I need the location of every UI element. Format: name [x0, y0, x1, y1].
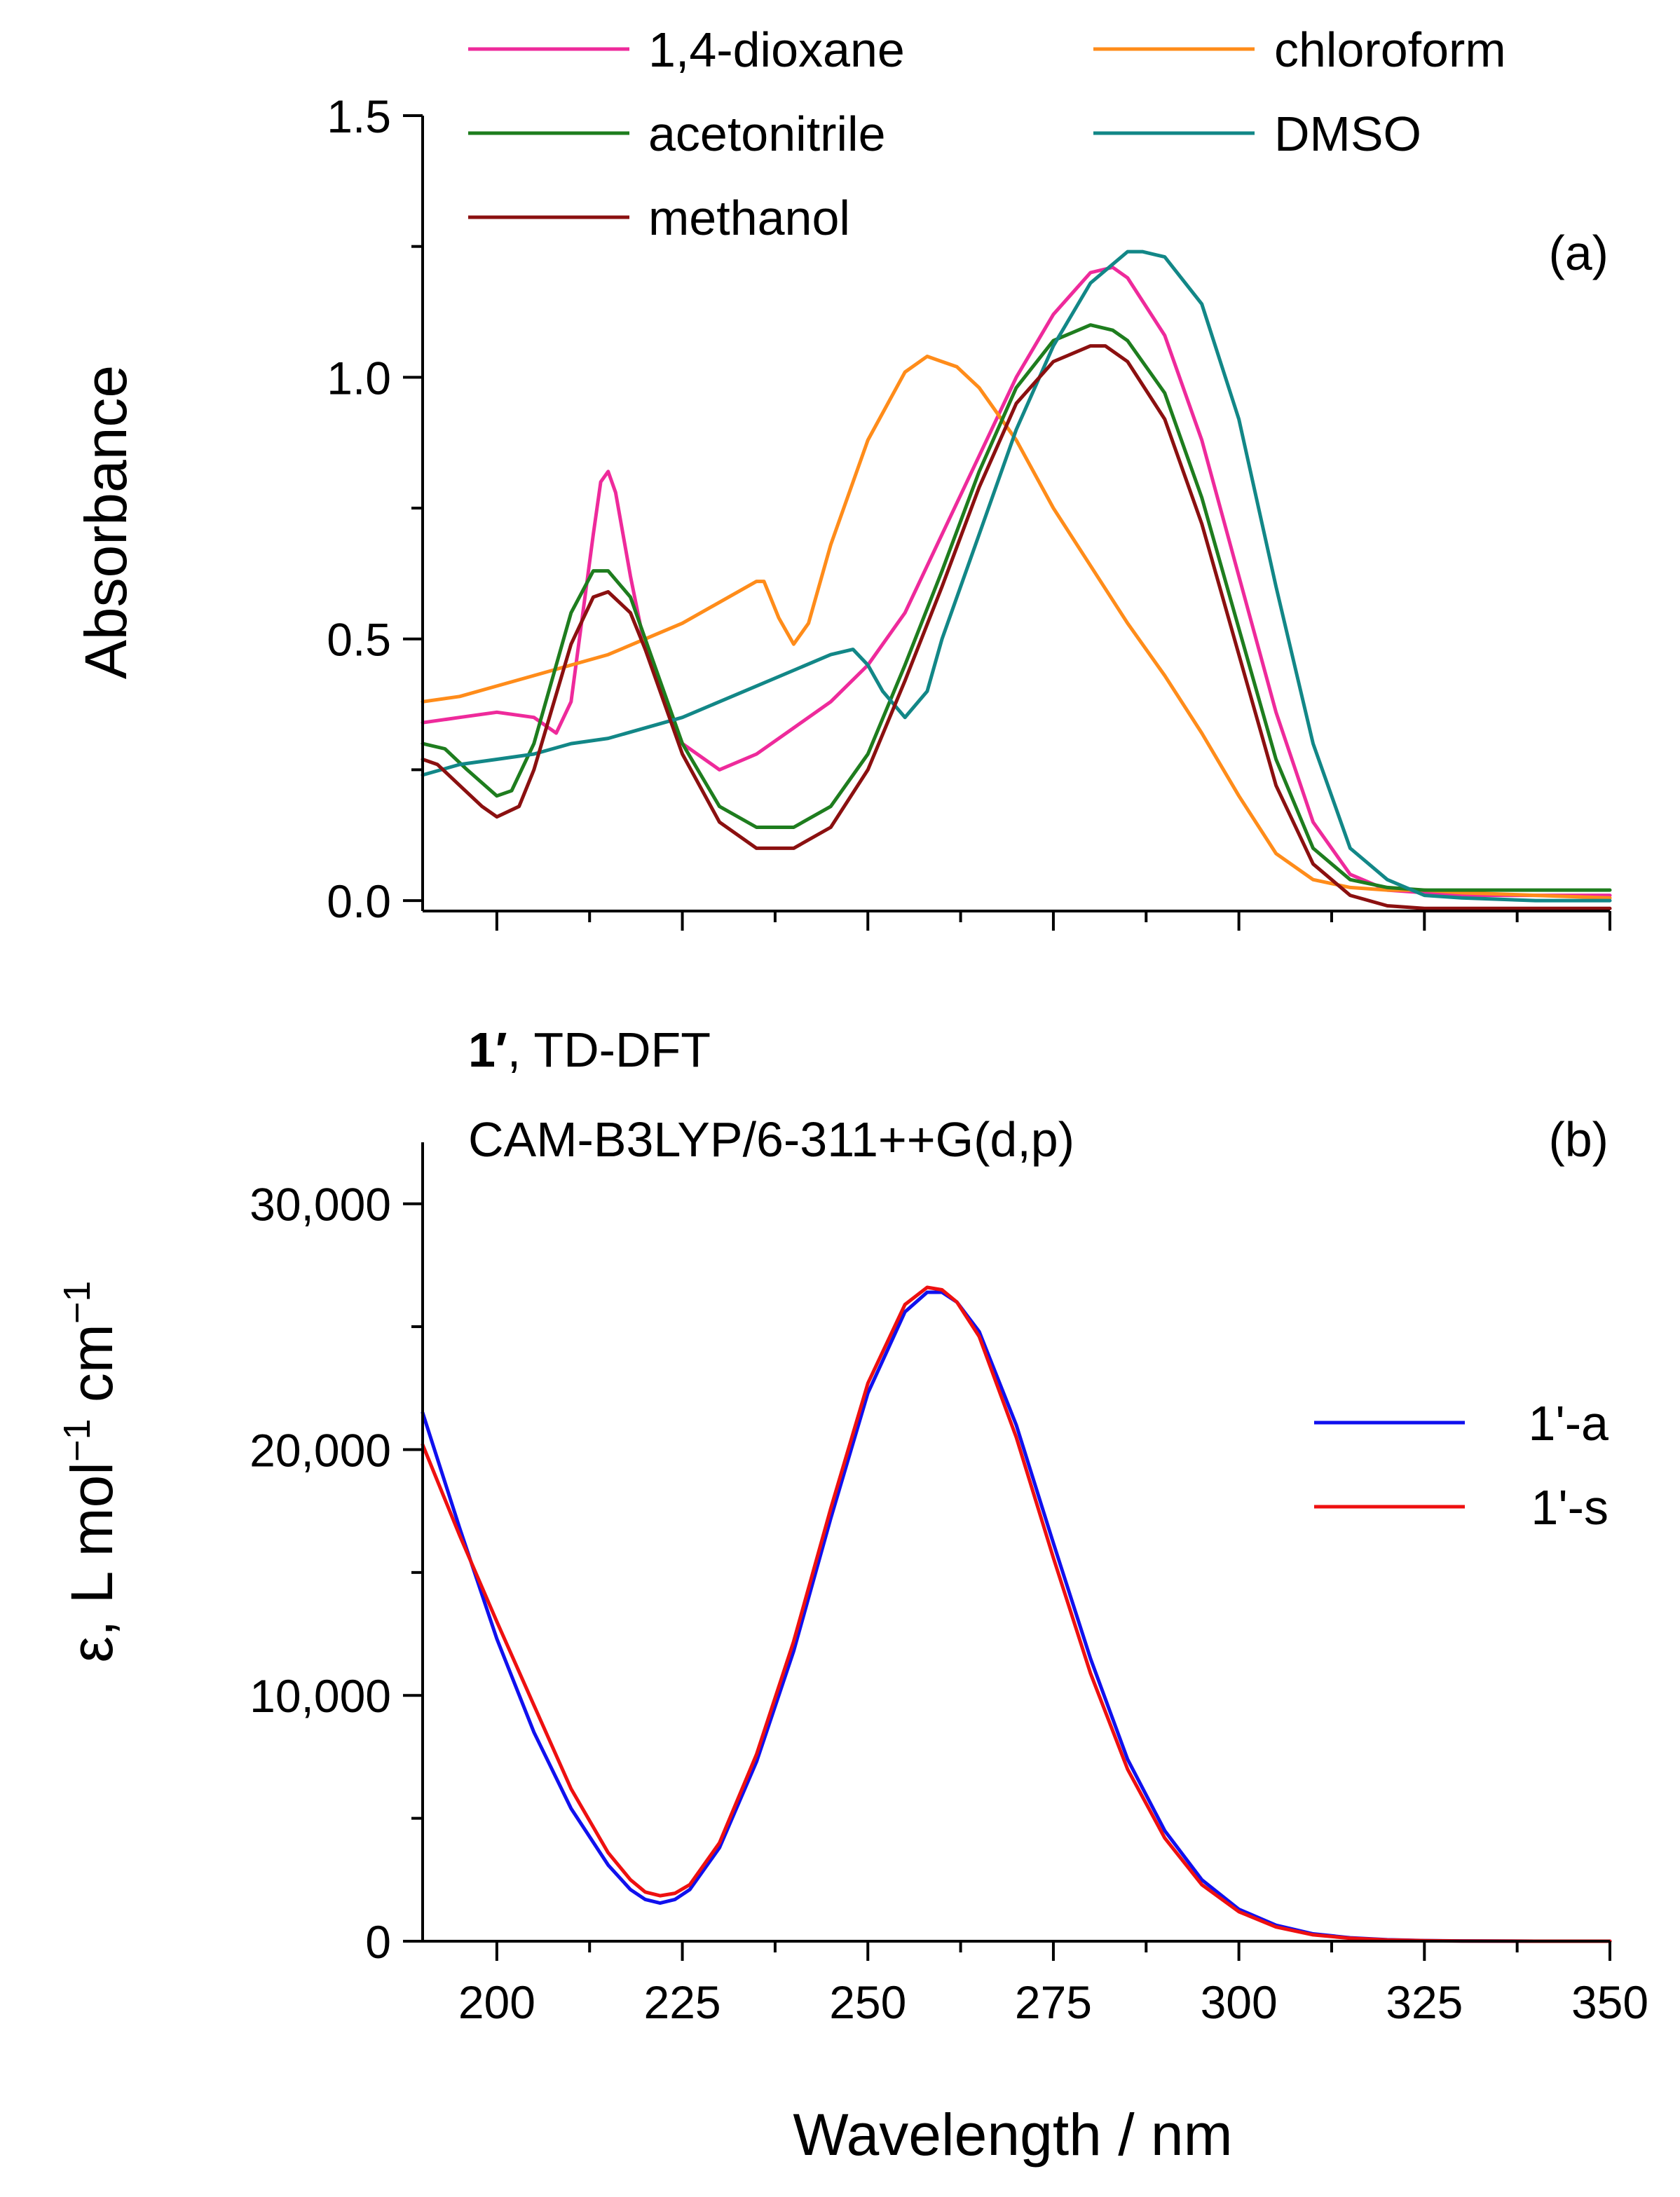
legend-label-methanol: methanol — [648, 191, 850, 245]
legend-label-1a: 1'-a — [1528, 1396, 1609, 1451]
panel-a-label: (a) — [1548, 226, 1609, 280]
series-line-methanol — [421, 344, 1612, 910]
panel-a-ylabel: Absorbance — [73, 365, 139, 679]
panel-a-y-tick-labels: 0.0 0.5 1.0 1.5 — [327, 90, 391, 927]
x-tick-label: 250 — [829, 1976, 906, 2028]
y-tick-label: 30,000 — [250, 1179, 391, 1231]
series-line-1-s — [421, 1285, 1612, 1943]
y-tick-label: 0.5 — [327, 614, 391, 666]
panel-a-legend: 1,4-dioxane chloroform acetonitrile DMSO… — [468, 22, 1506, 245]
panel-b-y-tick-labels: 0 10,000 20,000 30,000 — [250, 1179, 391, 1968]
y-tick-label: 0.0 — [327, 875, 391, 927]
y-tick-label: 10,000 — [250, 1670, 391, 1722]
y-tick-label: 20,000 — [250, 1424, 391, 1476]
x-tick-label: 350 — [1571, 1976, 1648, 2028]
panel-b-series-layer — [421, 1285, 1612, 1943]
x-tick-labels: 200 225 250 275 300 325 350 — [458, 1976, 1648, 2028]
legend-label-dioxane: 1,4-dioxane — [648, 22, 905, 77]
panel-b-subtitle: CAM-B3LYP/6-311++G(d,p) — [468, 1112, 1074, 1167]
y-tick-label: 0 — [365, 1916, 391, 1968]
panel-a-series-layer — [421, 249, 1612, 910]
panel-b-axes — [403, 1142, 1611, 1961]
legend-label-1s: 1'-s — [1531, 1480, 1609, 1535]
x-tick-label: 225 — [644, 1976, 721, 2028]
panel-b-label: (b) — [1548, 1112, 1609, 1167]
y-tick-label: 1.0 — [327, 352, 391, 404]
x-tick-label: 300 — [1201, 1976, 1278, 2028]
series-line-1-4-dioxane — [421, 266, 1612, 898]
x-axis-title: Wavelength / nm — [793, 2102, 1232, 2168]
x-tick-label: 200 — [458, 1976, 535, 2028]
panel-b-ylabel: ε, L mol−1 cm−1 — [56, 1281, 125, 1663]
x-tick-label: 275 — [1015, 1976, 1092, 2028]
panel-a-axes — [403, 114, 1611, 931]
panel-b-legend: 1'-a 1'-s — [1314, 1396, 1609, 1535]
legend-label-acetonitrile: acetonitrile — [648, 107, 886, 161]
series-line-1-a — [421, 1290, 1612, 1943]
legend-label-dmso: DMSO — [1274, 107, 1421, 161]
series-line-chloroform — [421, 355, 1612, 900]
panel-a: 0.0 0.5 1.0 1.5 Absorbance (a) 1,4-dioxane … — [73, 22, 1612, 931]
x-tick-label: 325 — [1386, 1976, 1463, 2028]
panel-b: 0 10,000 20,000 30,000 ε, L mol−1 cm−1 1′, … — [56, 1022, 1648, 2168]
panel-b-title: 1′, TD-DFT — [468, 1022, 711, 1077]
series-line-dmso — [421, 249, 1612, 903]
legend-label-chloroform: chloroform — [1274, 22, 1506, 77]
series-line-acetonitrile — [421, 323, 1612, 892]
y-tick-label: 1.5 — [327, 90, 391, 142]
